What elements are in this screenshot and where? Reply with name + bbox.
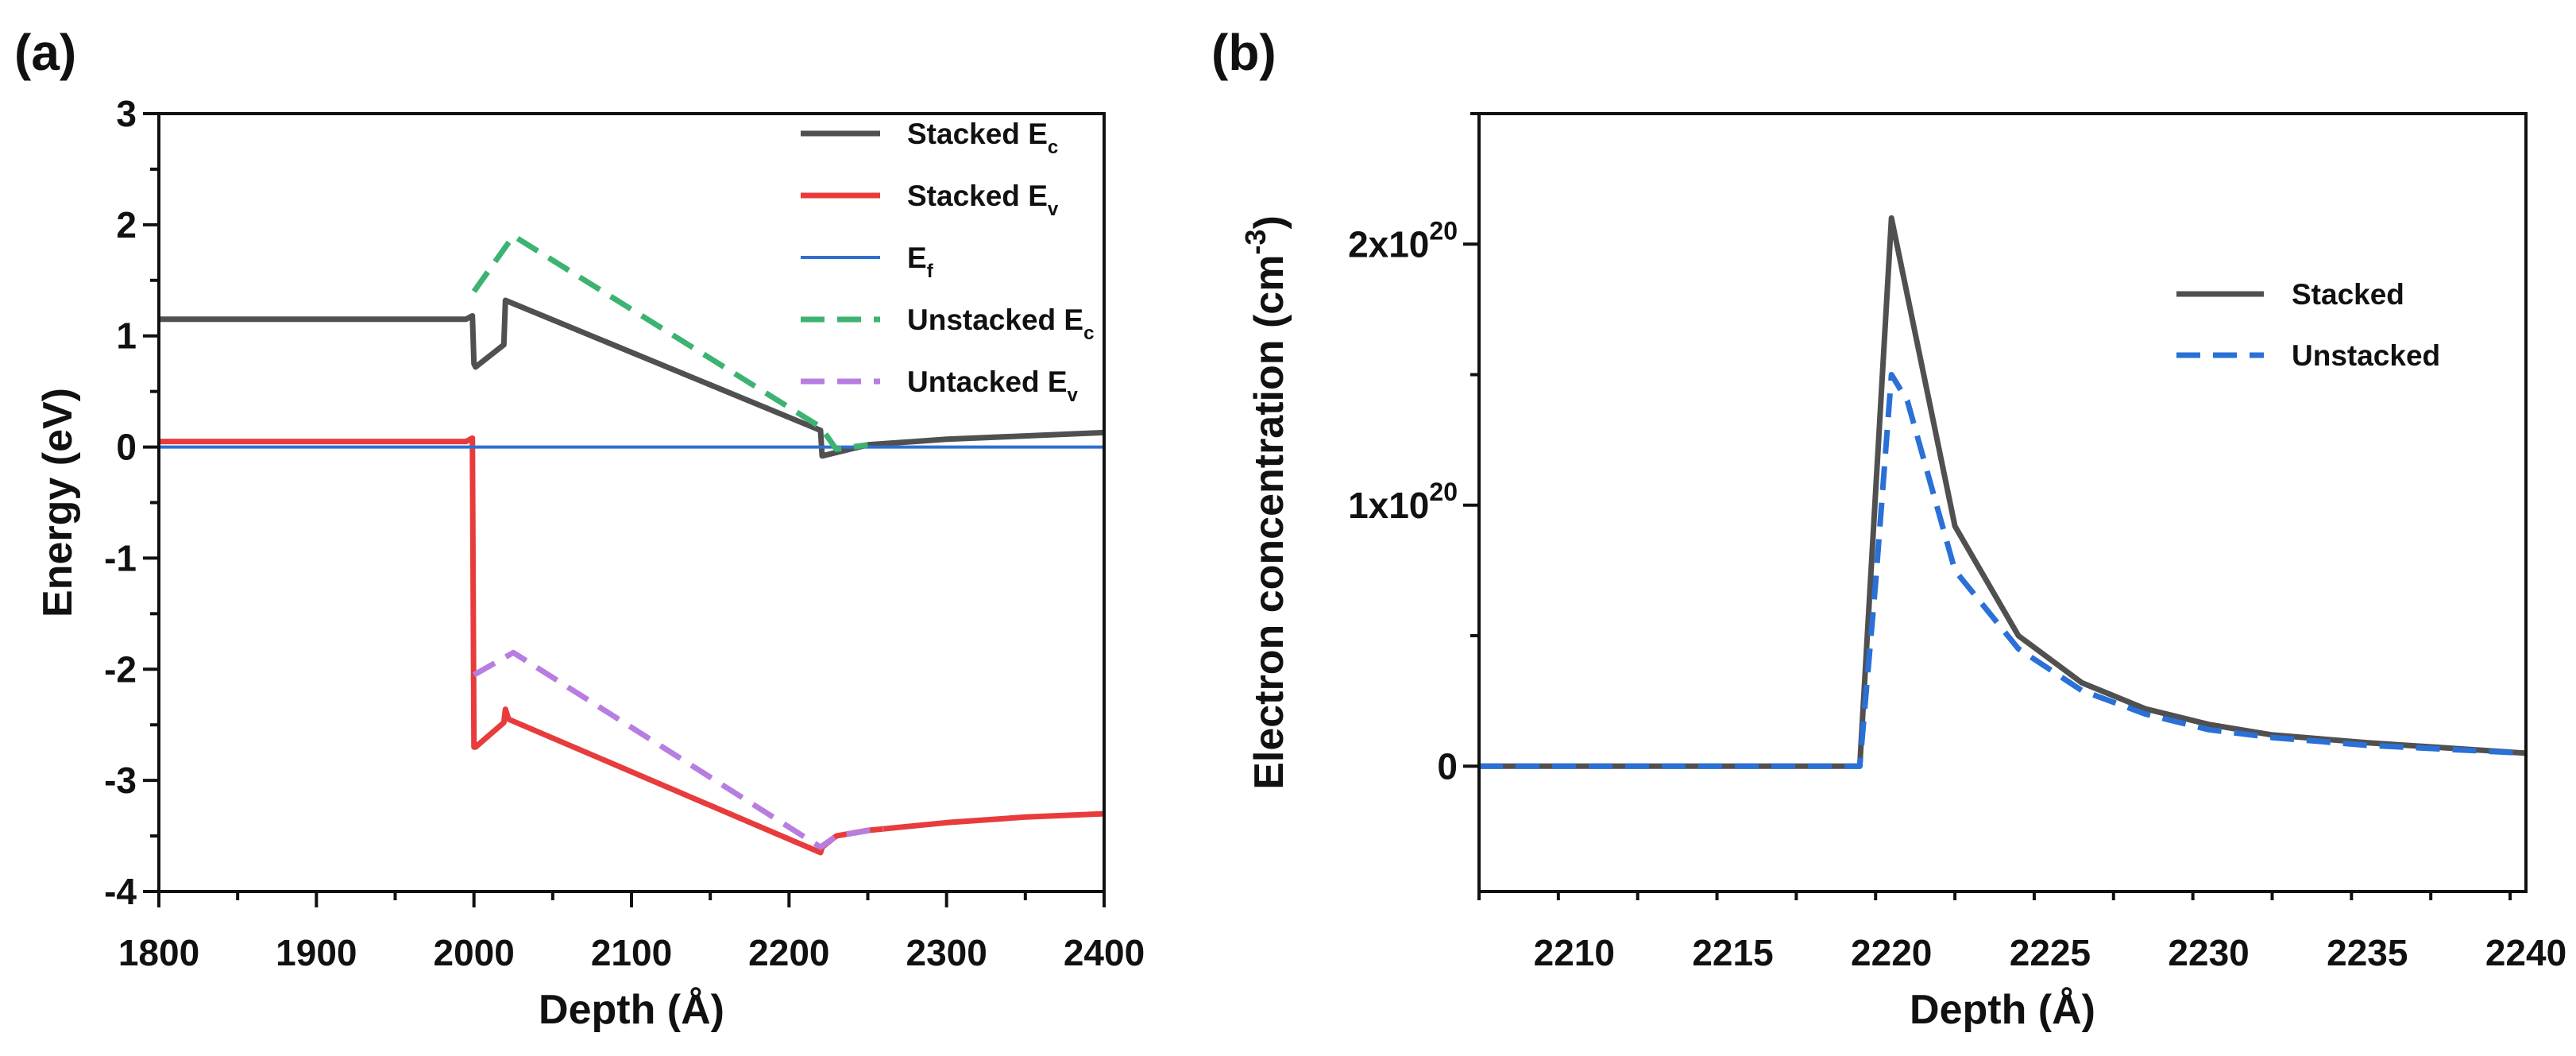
y-tick-label: 3 — [116, 93, 137, 134]
panel-label: (a) — [14, 24, 76, 81]
x-tick-label: 2240 — [2485, 932, 2566, 973]
chart-panel-0: 1800 1900 2000 2100 2200 2300 2400 -4 -3 -2 -1 0 1 2 3… — [14, 24, 1145, 1033]
y-tick-label-base: 1x10 — [1348, 485, 1429, 526]
legend-entry-subscript: c — [1083, 323, 1094, 344]
legend-entry-label: Unstacked — [2292, 339, 2440, 372]
y-axis-title: Energy (eV) — [35, 388, 81, 617]
x-tick-label: 1900 — [276, 932, 357, 973]
legend-entry-subscript: v — [1048, 199, 1059, 220]
x-tick-label: 2230 — [2168, 932, 2249, 973]
x-tick-label: 2220 — [1851, 932, 1932, 973]
legend-entry-subscript: c — [1048, 137, 1058, 158]
legend-entry: Stacked Ev — [907, 180, 1059, 220]
legend-entry-label: Stacked E — [907, 180, 1048, 212]
y-tick-label: 1 — [116, 315, 137, 357]
legend-entry-subscript: f — [927, 261, 934, 282]
y-tick-label: -1 — [104, 537, 137, 578]
y-tick-label-base: 2x10 — [1348, 223, 1429, 265]
y-axis-title-text: Energy (eV) — [35, 388, 81, 617]
x-tick-label: 2300 — [906, 932, 987, 973]
y-tick-label: -4 — [104, 871, 137, 912]
panel-label: (b) — [1211, 24, 1276, 81]
legend-entry-label: E — [907, 242, 927, 274]
legend-entry-label: Stacked — [2292, 278, 2404, 311]
legend: Stacked Unstacked — [2176, 278, 2440, 372]
y-tick-label: -2 — [104, 648, 137, 690]
legend-entry: Ef — [907, 242, 934, 282]
y-axis-title: Electron concentration (cm-3) — [1239, 215, 1292, 790]
legend-entry-subscript: v — [1068, 385, 1079, 406]
plot-frame — [1477, 112, 2528, 893]
y-tick-label: 2x1020 — [1348, 216, 1458, 265]
y-tick-label-exponent: 20 — [1429, 216, 1458, 245]
y-axis-title-text: Electron concentration (cm — [1246, 255, 1292, 790]
y-tick-label-base: 0 — [1437, 745, 1458, 787]
x-tick-label: 2235 — [2327, 932, 2408, 973]
series-line-unstacked — [1479, 372, 2526, 769]
series-group — [159, 233, 1104, 856]
legend-entry-label: Unstacked E — [907, 304, 1083, 336]
legend-entry: Stacked Ec — [907, 118, 1058, 158]
series-line-unstacked-e-c — [471, 233, 868, 452]
y-tick-label: 0 — [1437, 745, 1458, 787]
legend-entry-label: Untacked E — [907, 366, 1068, 398]
x-tick-label: 2000 — [433, 932, 514, 973]
series-line-stacked-e-v — [159, 435, 1104, 856]
plot-frame — [157, 112, 1106, 893]
y-tick-label-exponent: 20 — [1429, 478, 1458, 506]
legend-entry: Unstacked Ec — [907, 304, 1094, 344]
series-line-stacked-e-c — [159, 297, 1104, 459]
y-tick-label: 0 — [116, 427, 137, 468]
legend-entry: Unstacked — [2292, 339, 2440, 372]
x-tick-label: 2200 — [748, 932, 829, 973]
y-tick-label: 1x1020 — [1348, 478, 1458, 526]
y-tick-label: 2 — [116, 204, 137, 246]
legend-entry: Untacked Ev — [907, 366, 1079, 406]
x-tick-label: 2400 — [1064, 932, 1145, 973]
x-tick-label: 1800 — [118, 932, 199, 973]
x-tick-label: 2225 — [2010, 932, 2091, 973]
x-tick-label: 2215 — [1692, 932, 1773, 973]
y-axis-title-exponent: -3 — [1239, 230, 1272, 255]
x-tick-label: 2100 — [591, 932, 672, 973]
y-tick-label: -3 — [104, 760, 137, 801]
x-tick-label: 2210 — [1534, 932, 1615, 973]
y-axis-title-close: ) — [1246, 215, 1292, 229]
series-group — [1479, 215, 2526, 769]
series-line-untacked-e-v — [472, 649, 884, 850]
x-axis-title: Depth (Å) — [1910, 987, 2095, 1033]
x-axis-title: Depth (Å) — [539, 987, 724, 1033]
series-line-stacked — [1479, 215, 2526, 769]
legend-entry: Stacked — [2292, 278, 2404, 311]
chart-panel-1: 2210 2215 2220 2225 2230 2235 224001x10202x102… — [1211, 24, 2566, 1033]
legend-entry-label: Stacked E — [907, 118, 1048, 150]
